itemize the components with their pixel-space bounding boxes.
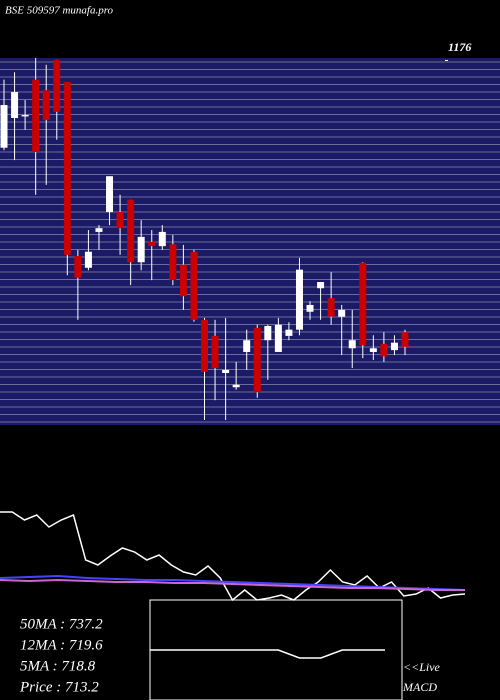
candle-body	[169, 244, 177, 281]
candle-body	[222, 369, 230, 374]
indicator-line	[150, 649, 385, 659]
candle-body	[338, 309, 346, 317]
candle-body	[211, 335, 219, 369]
candle-body	[390, 342, 398, 351]
candle-body	[148, 241, 156, 247]
live-label: <<Live	[403, 660, 441, 674]
candle-body	[285, 329, 293, 336]
candle-body	[380, 343, 388, 357]
ma-label: Price : 713.2	[19, 679, 99, 695]
candle-body	[11, 92, 19, 119]
indicator-line	[0, 578, 465, 591]
chart-title: BSE 509597 munafa.pro	[5, 5, 114, 17]
macd-frame	[149, 599, 403, 700]
candle-body	[158, 231, 166, 247]
candle-body	[32, 79, 40, 153]
candle-body	[21, 114, 29, 117]
candle-body	[232, 384, 240, 388]
candle-body	[116, 212, 124, 229]
candle-body	[106, 176, 114, 213]
candle-body	[264, 325, 272, 341]
candle-body	[137, 236, 145, 263]
candle-body	[253, 327, 261, 393]
candle-body	[359, 262, 367, 346]
candle-body	[201, 319, 208, 372]
candle-body	[42, 90, 50, 120]
candle-body	[84, 251, 92, 268]
candle-body	[74, 256, 82, 278]
candle-body	[327, 298, 335, 317]
candle-body	[317, 282, 325, 289]
candle-body	[348, 340, 356, 349]
candle-body	[369, 348, 377, 352]
candle-body	[63, 82, 71, 255]
candle-body	[401, 332, 409, 347]
candle-body	[190, 251, 198, 320]
candle-body	[95, 228, 103, 232]
candle-body	[53, 59, 61, 112]
ma-label: 12MA : 719.6	[20, 637, 103, 653]
candle-body	[179, 264, 187, 297]
candle-body	[0, 105, 8, 148]
candle-body	[127, 199, 135, 263]
candle-body	[306, 304, 314, 312]
candle-body	[274, 324, 282, 352]
macd-label: MACD	[402, 680, 437, 694]
plot-area	[0, 58, 500, 425]
candle-body	[295, 269, 303, 330]
ma-label: 50MA : 737.2	[20, 616, 103, 632]
ma-label: 5MA : 718.8	[20, 658, 96, 674]
candle-body	[243, 340, 251, 352]
y-tick-label: 1176	[448, 40, 471, 54]
